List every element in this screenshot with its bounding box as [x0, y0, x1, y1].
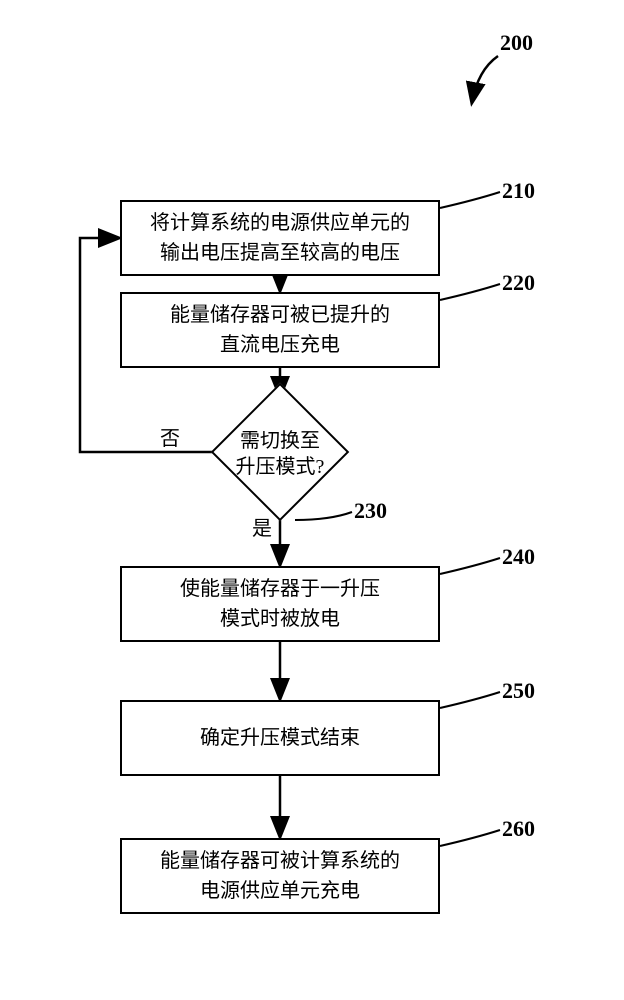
label-260: 260 [502, 816, 535, 842]
process-220-line1: 能量储存器可被已提升的 [170, 300, 390, 330]
process-250-line1: 确定升压模式结束 [200, 723, 360, 753]
process-260-line2: 电源供应单元充电 [200, 876, 360, 906]
process-240-line2: 模式时被放电 [220, 604, 340, 634]
process-250: 确定升压模式结束 [120, 700, 440, 776]
label-250: 250 [502, 678, 535, 704]
process-260-line1: 能量储存器可被计算系统的 [160, 846, 400, 876]
decision-230-text: 需切换至 升压模式? [220, 428, 340, 480]
label-220: 220 [502, 270, 535, 296]
process-260: 能量储存器可被计算系统的 电源供应单元充电 [120, 838, 440, 914]
process-240-line1: 使能量储存器于一升压 [180, 574, 380, 604]
process-240: 使能量储存器于一升压 模式时被放电 [120, 566, 440, 642]
process-220: 能量储存器可被已提升的 直流电压充电 [120, 292, 440, 368]
label-240: 240 [502, 544, 535, 570]
flowchart: 200 将计算系统的电 [0, 0, 624, 1000]
process-210-line1: 将计算系统的电源供应单元的 [150, 208, 410, 238]
label-210: 210 [502, 178, 535, 204]
edge-yes-label: 是 [252, 512, 272, 541]
process-210: 将计算系统的电源供应单元的 输出电压提高至较高的电压 [120, 200, 440, 276]
figure-label-200: 200 [500, 30, 533, 56]
process-210-line2: 输出电压提高至较高的电压 [160, 238, 400, 268]
process-220-line2: 直流电压充电 [220, 330, 340, 360]
decision-230-line2: 升压模式? [220, 454, 340, 480]
label-230: 230 [354, 498, 387, 524]
edge-no-label: 否 [160, 422, 180, 451]
decision-230-line1: 需切换至 [220, 428, 340, 454]
